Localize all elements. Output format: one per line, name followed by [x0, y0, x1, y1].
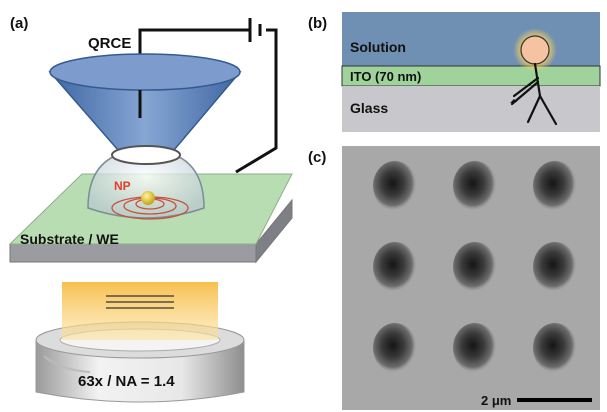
panel-a-label: (a) — [10, 15, 28, 32]
light-lines — [106, 295, 174, 309]
micrograph-spot — [533, 323, 577, 373]
scale-bar-label: 2 μm — [481, 393, 511, 408]
micrograph-spot — [373, 242, 417, 292]
micrograph-spots — [373, 161, 577, 373]
nanoparticle — [141, 191, 155, 205]
micrograph-spot — [453, 161, 497, 211]
layer-ito-label: ITO (70 nm) — [350, 69, 421, 84]
panel-c-label: (c) — [308, 149, 326, 166]
illumination-glow — [62, 282, 218, 340]
np-label: NP — [114, 179, 131, 193]
qrce-label: QRCE — [88, 35, 131, 52]
qrce-cone — [48, 53, 242, 165]
objective-label: 63x / NA = 1.4 — [78, 373, 175, 390]
battery-icon — [248, 18, 262, 42]
layer-solution — [342, 12, 600, 66]
layer-glass-label: Glass — [350, 100, 388, 116]
panel-b: (b) Solution ITO (70 nm) Glass — [308, 12, 601, 132]
panel-b-label: (b) — [308, 15, 327, 32]
scale-bar: 2 μm — [481, 393, 592, 408]
stick-figure-icon — [510, 28, 558, 126]
layer-solution-label: Solution — [350, 39, 406, 55]
micrograph-spot — [453, 242, 497, 292]
panel-a: (a) QRCE 63x / NA = 1.4 — [8, 15, 293, 403]
substrate-label: Substrate / WE — [20, 231, 119, 247]
micrograph-spot — [533, 242, 577, 292]
micrograph-spot — [373, 323, 417, 373]
droplet — [87, 149, 205, 220]
micrograph-spot — [373, 161, 417, 211]
micrograph-spot — [533, 161, 577, 211]
panel-c: (c) 2 μm — [308, 146, 600, 410]
micrograph-spot — [453, 323, 497, 373]
